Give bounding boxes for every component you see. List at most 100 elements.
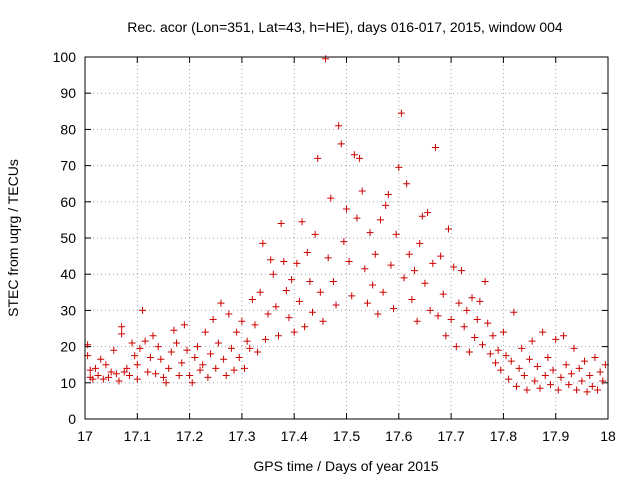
data-point [400, 274, 408, 282]
data-point [295, 297, 303, 305]
y-tick-label: 10 [60, 375, 76, 391]
data-point [186, 372, 194, 380]
data-point [565, 381, 573, 389]
data-point [541, 372, 549, 380]
data-point [180, 321, 188, 329]
data-point [426, 306, 434, 314]
data-point [343, 205, 350, 213]
data-point [463, 306, 471, 314]
x-tick-label: 18 [600, 428, 616, 444]
data-point [309, 308, 317, 316]
data-point [478, 341, 486, 349]
data-point [507, 357, 515, 365]
data-point [596, 368, 604, 376]
data-point [588, 382, 596, 390]
data-point [580, 357, 588, 365]
x-tick-label: 17.4 [281, 428, 308, 444]
y-tick-label: 100 [53, 49, 77, 65]
data-point [146, 353, 154, 361]
data-point [112, 370, 120, 378]
data-point [259, 239, 267, 247]
x-tick-label: 17.8 [490, 428, 517, 444]
data-point [376, 216, 384, 224]
data-point [515, 364, 523, 372]
data-point [207, 350, 215, 358]
data-point [170, 326, 178, 334]
data-point [455, 299, 463, 307]
data-point [303, 248, 311, 256]
data-point [471, 334, 479, 342]
data-point [450, 263, 458, 271]
y-tick-label: 60 [60, 194, 76, 210]
data-point [235, 353, 243, 361]
data-point [322, 55, 330, 63]
data-point [301, 323, 309, 331]
data-point [549, 366, 557, 374]
data-point [518, 344, 526, 352]
data-point [167, 348, 175, 356]
data-point [502, 352, 510, 360]
data-point [214, 339, 222, 347]
data-point [222, 372, 230, 380]
data-point [573, 386, 581, 394]
x-tick-label: 17.7 [437, 428, 464, 444]
data-point [254, 348, 262, 356]
x-tick-label: 17 [77, 428, 93, 444]
data-point [560, 332, 568, 340]
data-point [447, 315, 455, 323]
x-tick-label: 17.9 [542, 428, 569, 444]
data-point [512, 382, 520, 390]
data-point [332, 301, 340, 309]
data-point [277, 220, 285, 228]
y-tick-label: 90 [60, 85, 76, 101]
data-point [188, 379, 196, 387]
data-point [275, 332, 283, 340]
data-point [460, 323, 468, 331]
data-point [86, 366, 94, 374]
data-point [272, 303, 280, 311]
data-point [465, 348, 473, 356]
data-point [526, 355, 534, 363]
axes: 17 17.1 17.2 17.3 17.4 17.5 17.6 17.7 17.8 17.9 18… [53, 49, 616, 444]
data-point [204, 373, 212, 381]
data-point [133, 375, 141, 383]
data-point [267, 256, 275, 264]
data-point [225, 310, 233, 318]
data-point [567, 370, 575, 378]
data-point [280, 258, 288, 266]
data-point [424, 209, 432, 217]
data-point [173, 339, 181, 347]
plot-frame [84, 56, 609, 420]
data-point [562, 361, 570, 369]
data-point [118, 323, 126, 331]
data-point [102, 361, 110, 369]
x-tick-label: 17.3 [228, 428, 255, 444]
data-point [329, 277, 337, 285]
data-point [256, 288, 264, 296]
data-point [94, 372, 102, 380]
y-tick-label: 20 [60, 339, 76, 355]
data-point [523, 386, 531, 394]
data-point [539, 328, 547, 336]
data-point [458, 267, 466, 275]
data-point [175, 372, 183, 380]
data-point [405, 250, 413, 258]
data-point [97, 355, 105, 363]
data-point [241, 364, 249, 372]
data-point [413, 317, 421, 325]
data-point [248, 296, 256, 304]
data-point [594, 386, 602, 394]
data-point [599, 377, 607, 385]
data-point [481, 277, 489, 285]
data-point [429, 259, 437, 267]
data-point [431, 144, 439, 151]
data-point [230, 366, 238, 374]
data-point [261, 335, 269, 343]
data-point [162, 379, 170, 387]
data-point [324, 254, 332, 262]
data-point [520, 372, 528, 380]
data-point [264, 310, 272, 318]
data-point [201, 328, 209, 336]
data-point [345, 258, 353, 266]
